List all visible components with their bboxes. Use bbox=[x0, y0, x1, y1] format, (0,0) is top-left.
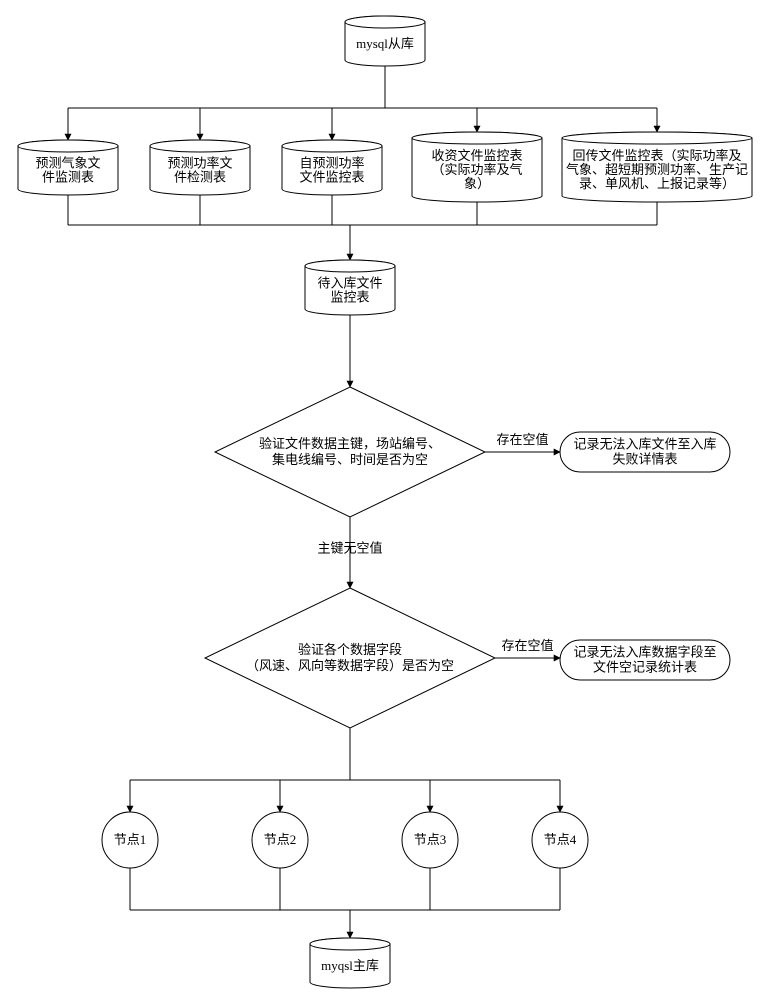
svg-text:监控表: 监控表 bbox=[330, 290, 369, 305]
svg-text:存在空值: 存在空值 bbox=[496, 432, 548, 447]
svg-text:失败详情表: 失败详情表 bbox=[612, 452, 677, 467]
flowchart-canvas: 存在空值主键无空值存在空值mysql从库预测气象文件监测表预测功率文件检测表自预… bbox=[0, 0, 765, 1000]
svg-text:录、单风机、上报记录等）: 录、单风机、上报记录等） bbox=[579, 176, 735, 191]
svg-text:记录无法入库文件至入库: 记录无法入库文件至入库 bbox=[573, 437, 716, 452]
svg-text:节点1: 节点1 bbox=[114, 832, 147, 847]
svg-text:待入库文件: 待入库文件 bbox=[317, 276, 382, 291]
svg-text:验证文件数据主键，场站编号、: 验证文件数据主键，场站编号、 bbox=[259, 436, 441, 451]
svg-text:节点4: 节点4 bbox=[544, 832, 577, 847]
svg-text:自预测功率: 自预测功率 bbox=[299, 156, 364, 171]
svg-text:节点2: 节点2 bbox=[264, 832, 297, 847]
svg-text:（实际功率及气: （实际功率及气 bbox=[431, 162, 522, 177]
svg-text:集电线编号、时间是否为空: 集电线编号、时间是否为空 bbox=[272, 452, 428, 467]
svg-text:收资文件监控表: 收资文件监控表 bbox=[431, 148, 522, 163]
svg-text:节点3: 节点3 bbox=[414, 832, 447, 847]
svg-text:主键无空值: 主键无空值 bbox=[317, 541, 382, 556]
svg-text:象）: 象） bbox=[464, 176, 490, 191]
svg-text:存在空值: 存在空值 bbox=[501, 638, 553, 653]
svg-text:myqsl主库: myqsl主库 bbox=[321, 958, 379, 973]
svg-text:气象、超短期预测功率、生产记: 气象、超短期预测功率、生产记 bbox=[566, 162, 748, 177]
svg-text:预测气象文: 预测气象文 bbox=[35, 156, 100, 171]
svg-text:回传文件监控表（实际功率及: 回传文件监控表（实际功率及 bbox=[572, 148, 741, 163]
svg-text:记录无法入库数据字段至: 记录无法入库数据字段至 bbox=[573, 645, 716, 660]
svg-text:预测功率文: 预测功率文 bbox=[167, 156, 232, 171]
svg-text:件监测表: 件监测表 bbox=[42, 170, 94, 185]
svg-text:mysql从库: mysql从库 bbox=[356, 36, 414, 51]
svg-text:验证各个数据字段: 验证各个数据字段 bbox=[298, 642, 402, 657]
svg-text:文件监控表: 文件监控表 bbox=[299, 170, 364, 185]
svg-text:件检测表: 件检测表 bbox=[174, 170, 226, 185]
svg-text:（风速、风向等数据字段）是否为空: （风速、风向等数据字段）是否为空 bbox=[246, 658, 454, 673]
svg-text:文件空记录统计表: 文件空记录统计表 bbox=[593, 660, 697, 675]
